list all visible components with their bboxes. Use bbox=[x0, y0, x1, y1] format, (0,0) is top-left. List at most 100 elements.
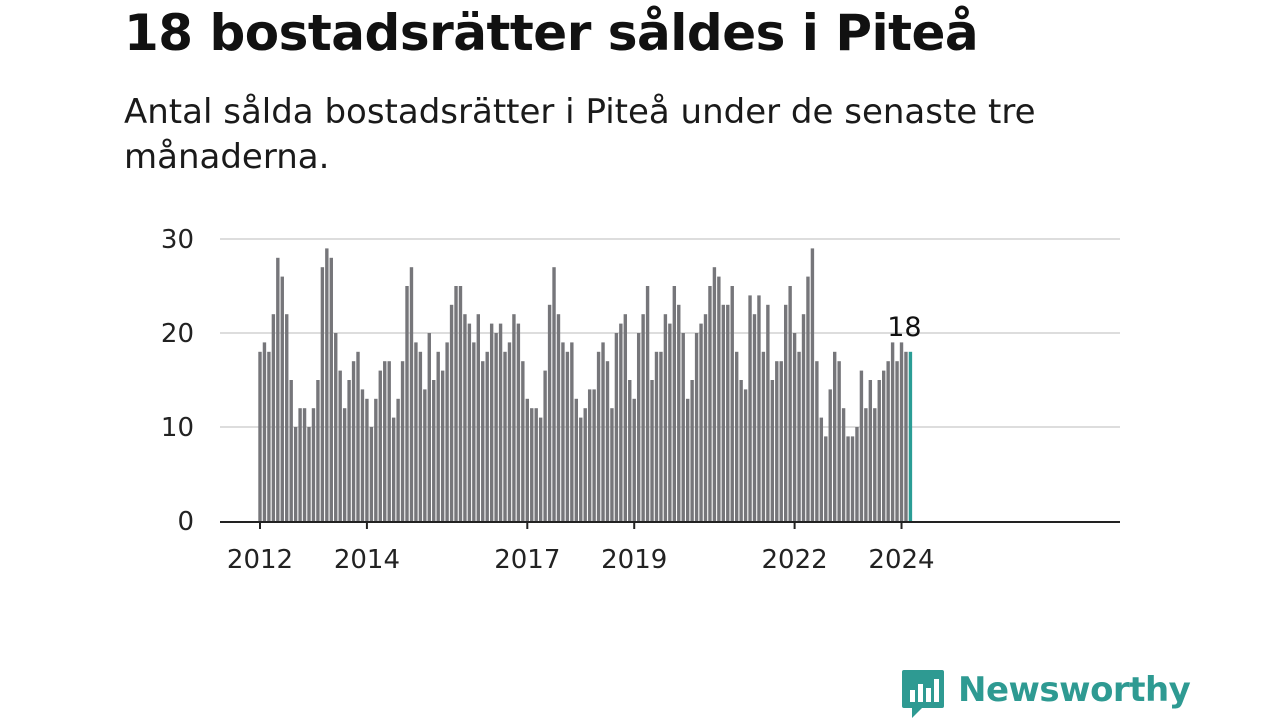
bar bbox=[311, 408, 316, 521]
bar bbox=[293, 427, 298, 521]
bar bbox=[743, 389, 748, 521]
bar bbox=[280, 276, 284, 521]
bar bbox=[463, 314, 467, 521]
bar bbox=[271, 314, 276, 521]
bar bbox=[289, 380, 293, 521]
bar bbox=[779, 361, 783, 521]
bar bbox=[717, 276, 721, 521]
bar bbox=[904, 351, 908, 521]
x-tick-label: 2012 bbox=[227, 545, 293, 575]
bar bbox=[761, 351, 766, 521]
bar bbox=[694, 333, 699, 521]
bar bbox=[507, 342, 512, 521]
bar bbox=[481, 361, 485, 521]
bar bbox=[409, 267, 414, 521]
bar bbox=[632, 398, 636, 521]
bar-highlight bbox=[908, 351, 913, 521]
bar bbox=[730, 286, 734, 521]
bar bbox=[387, 361, 391, 521]
bar bbox=[783, 304, 788, 521]
bar bbox=[592, 389, 596, 521]
bar bbox=[396, 398, 400, 521]
bar bbox=[868, 380, 873, 521]
bars bbox=[258, 248, 913, 521]
bar bbox=[476, 314, 480, 521]
chart-subtitle: Antal sålda bostadsrätter i Piteå under … bbox=[124, 92, 1036, 177]
bar bbox=[432, 380, 436, 521]
bar bbox=[383, 361, 387, 521]
bar bbox=[659, 351, 663, 521]
bar bbox=[436, 351, 440, 521]
bar bbox=[788, 286, 792, 521]
bar bbox=[681, 333, 685, 521]
bar bbox=[890, 342, 895, 521]
bar bbox=[610, 408, 614, 521]
bar bbox=[316, 380, 320, 521]
bar bbox=[748, 295, 752, 521]
bar bbox=[262, 342, 267, 521]
x-tick-label: 2024 bbox=[868, 545, 934, 575]
bar bbox=[302, 408, 307, 521]
bar bbox=[628, 380, 632, 521]
bar bbox=[400, 361, 405, 521]
bar bbox=[552, 267, 556, 521]
bar bbox=[775, 361, 779, 521]
bar bbox=[360, 389, 365, 521]
y-tick-label: 20 bbox=[161, 319, 194, 349]
bar bbox=[556, 314, 561, 521]
bar bbox=[258, 351, 262, 521]
bar bbox=[833, 351, 837, 521]
bar bbox=[347, 380, 351, 521]
bar bbox=[267, 351, 271, 521]
bar bbox=[485, 351, 489, 521]
bar bbox=[587, 389, 592, 521]
bar bbox=[677, 304, 681, 521]
bar bbox=[454, 286, 458, 521]
bar bbox=[596, 351, 601, 521]
bar bbox=[703, 314, 708, 521]
bar bbox=[685, 398, 690, 521]
bar bbox=[690, 380, 694, 521]
bar bbox=[654, 351, 659, 521]
bar bbox=[285, 314, 289, 521]
bar bbox=[334, 333, 338, 521]
bar bbox=[440, 370, 445, 521]
x-axis-ticks: 2012 2014 2017 2019 2022 2024 bbox=[227, 522, 935, 575]
bar bbox=[538, 417, 543, 521]
bar bbox=[882, 370, 886, 521]
bar bbox=[873, 408, 877, 521]
bar bbox=[494, 333, 498, 521]
bar bbox=[712, 267, 717, 521]
bar bbox=[534, 408, 538, 521]
bar bbox=[547, 304, 552, 521]
bar bbox=[721, 304, 726, 521]
bar bbox=[757, 295, 761, 521]
bar bbox=[521, 361, 525, 521]
bar bbox=[489, 323, 494, 521]
bar bbox=[726, 304, 730, 521]
bar bbox=[583, 408, 587, 521]
bar bbox=[752, 314, 757, 521]
bar bbox=[708, 286, 712, 521]
bar bbox=[574, 398, 579, 521]
last-value-label: 18 bbox=[887, 312, 921, 343]
bar bbox=[819, 417, 824, 521]
bar bbox=[899, 342, 904, 521]
bar bbox=[850, 436, 855, 521]
bar bbox=[561, 342, 565, 521]
bar bbox=[570, 342, 574, 521]
bar bbox=[445, 342, 449, 521]
brand-name: Newsworthy bbox=[958, 670, 1191, 710]
bar bbox=[619, 323, 623, 521]
bar bbox=[565, 351, 570, 521]
bar bbox=[320, 267, 325, 521]
bar bbox=[498, 323, 503, 521]
bar bbox=[601, 342, 605, 521]
bar bbox=[846, 436, 850, 521]
bar bbox=[668, 323, 672, 521]
bar bbox=[837, 361, 841, 521]
bar bbox=[828, 389, 832, 521]
bar bbox=[342, 408, 347, 521]
bar bbox=[855, 427, 859, 521]
bar bbox=[472, 342, 476, 521]
